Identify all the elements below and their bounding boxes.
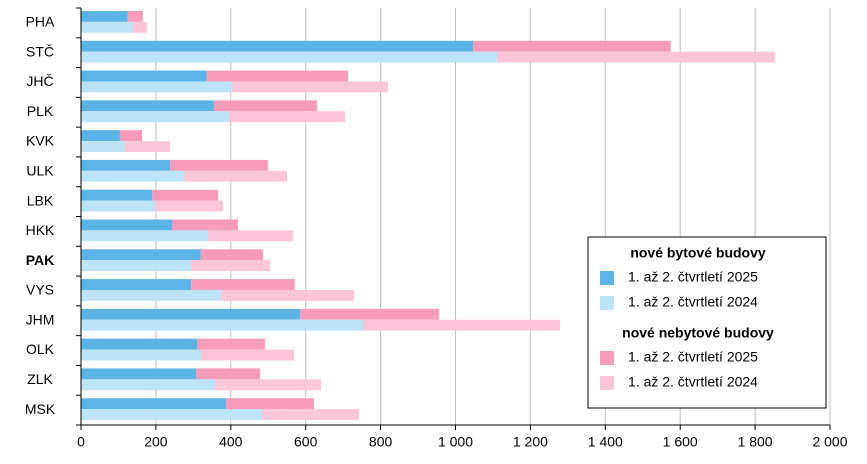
bar-segment <box>207 230 293 242</box>
category-label: LBK <box>27 192 54 208</box>
bar-segment <box>206 70 349 82</box>
bar-segment <box>81 189 153 201</box>
bar-segment <box>81 249 201 261</box>
bar-segment <box>81 289 222 301</box>
legend-label: 1. až 2. čtvrtletí 2024 <box>628 294 758 310</box>
x-tick-label: 1 200 <box>513 434 548 450</box>
bar-segment <box>81 100 214 112</box>
bar-segment <box>183 170 287 182</box>
x-tick-label: 600 <box>294 434 318 450</box>
bar-segment <box>81 319 363 331</box>
bar-segment <box>124 141 171 152</box>
legend-title: nové nebytové budovy <box>622 325 774 341</box>
bar-segment <box>261 409 359 420</box>
legend-swatch <box>600 271 614 285</box>
x-tick-label: 1 000 <box>438 434 473 450</box>
category-label: PHA <box>26 14 55 30</box>
legend-label: 1. až 2. čtvrtletí 2024 <box>628 374 758 390</box>
x-tick-label: 200 <box>144 434 168 450</box>
x-tick-label: 1 400 <box>588 434 623 450</box>
bar-segment <box>81 368 196 380</box>
bar-segment <box>81 70 207 82</box>
bar-segment <box>81 338 198 350</box>
x-tick-label: 0 <box>77 434 85 450</box>
bar-segment <box>81 260 192 272</box>
bar-segment <box>155 200 223 212</box>
bar-segment <box>81 219 173 231</box>
bar-segment <box>195 368 261 380</box>
category-label: HKK <box>26 222 55 238</box>
legend-swatch <box>600 351 614 365</box>
bar-segment <box>152 189 219 201</box>
category-label: MSK <box>25 401 56 417</box>
bar-segment <box>197 338 265 350</box>
bar-segment <box>133 21 147 33</box>
bar-segment <box>215 379 322 391</box>
bar-segment <box>81 409 262 420</box>
x-tick-label: 1 600 <box>663 434 698 450</box>
bar-segment <box>81 308 301 320</box>
bar-segment <box>81 349 201 361</box>
bar-segment <box>81 40 474 52</box>
bar-segment <box>81 130 120 142</box>
bar-segment <box>191 260 271 272</box>
category-label: JHM <box>26 311 55 327</box>
x-tick-label: 2 000 <box>812 434 847 450</box>
bar-segment <box>228 111 346 123</box>
legend-box <box>587 236 827 409</box>
category-label: JHČ <box>26 73 53 89</box>
bar-segment <box>81 51 498 63</box>
legend-swatch <box>600 376 614 390</box>
bar-segment <box>81 21 134 33</box>
bar-segment <box>127 11 143 22</box>
category-label: OLK <box>26 341 55 357</box>
category-label: PLK <box>27 103 54 119</box>
bar-segment <box>81 141 125 152</box>
category-label: ZLK <box>27 371 53 387</box>
bar-segment <box>81 81 232 93</box>
bar-segment <box>81 170 184 182</box>
bar-segment <box>200 349 295 361</box>
bar-segment <box>191 279 295 290</box>
bar-segment <box>300 308 440 320</box>
category-label: ULK <box>26 163 54 179</box>
bar-segment <box>81 279 192 290</box>
legend-label: 1. až 2. čtvrtletí 2025 <box>628 349 758 365</box>
category-label: KVK <box>26 133 55 149</box>
bar-segment <box>81 159 171 171</box>
bar-segment <box>172 219 238 231</box>
bar-segment <box>119 130 143 142</box>
bar-segment <box>221 289 355 301</box>
legend-swatch <box>600 296 614 310</box>
bar-segment <box>81 379 216 391</box>
category-label: STČ <box>26 43 54 59</box>
bar-segment <box>81 111 229 123</box>
bar-segment <box>81 11 128 22</box>
x-tick-label: 1 800 <box>738 434 773 450</box>
bar-segment <box>81 230 208 242</box>
bar-segment <box>170 159 268 171</box>
bar-segment <box>497 51 775 63</box>
x-tick-label: 400 <box>219 434 243 450</box>
x-tick-label: 800 <box>369 434 393 450</box>
bar-segment <box>200 249 264 261</box>
bar-segment <box>473 40 671 52</box>
bar-segment <box>81 398 226 410</box>
bar-segment <box>231 81 389 93</box>
bar-segment <box>213 100 317 112</box>
category-label: PAK <box>26 252 55 268</box>
bar-segment <box>81 200 156 212</box>
bar-segment <box>225 398 314 410</box>
category-label: VYS <box>26 282 54 298</box>
legend-label: 1. až 2. čtvrtletí 2025 <box>628 269 758 285</box>
legend-title: nové bytové budovy <box>630 245 766 261</box>
bar-segment <box>362 319 560 331</box>
